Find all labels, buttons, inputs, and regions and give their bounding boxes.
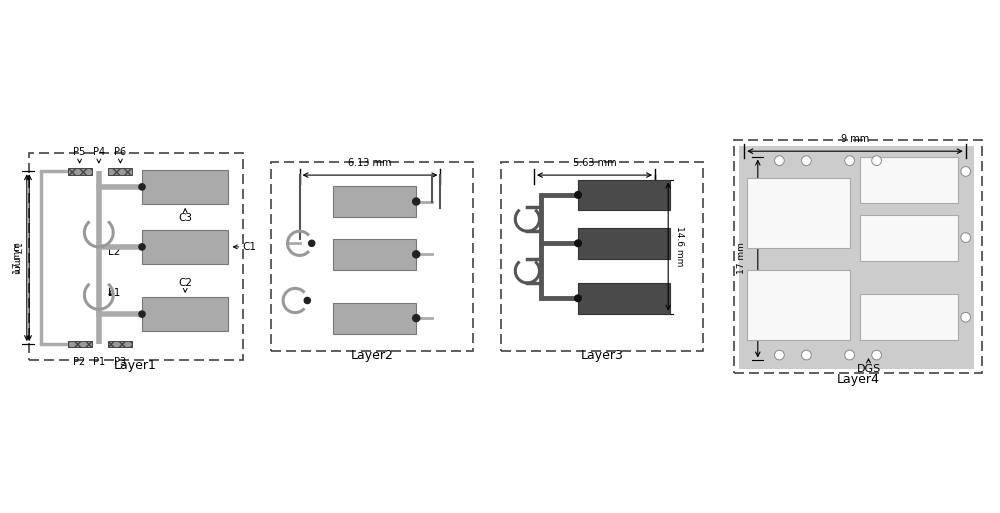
Text: Layer4: Layer4 [836,373,879,386]
Circle shape [413,314,420,322]
Bar [333,239,416,270]
Circle shape [845,156,854,166]
Circle shape [845,350,854,360]
Text: P4: P4 [93,147,105,157]
Circle shape [575,295,581,302]
Text: P6: P6 [114,147,126,157]
Text: 5.63 mm: 5.63 mm [573,159,616,168]
Text: C1: C1 [243,242,257,252]
Circle shape [309,240,315,246]
Bar [271,162,473,351]
Bar [142,230,228,264]
Text: P1: P1 [93,357,105,367]
Bar [29,153,243,360]
Text: Layer2: Layer2 [351,349,394,362]
Bar [747,178,850,248]
Text: 14.6 mm: 14.6 mm [675,226,684,267]
Text: Layer3: Layer3 [581,349,624,362]
Circle shape [413,251,420,258]
Circle shape [961,167,971,176]
Circle shape [139,244,145,250]
Text: C3: C3 [178,213,192,223]
Circle shape [802,156,811,166]
Bar [142,170,228,204]
Circle shape [304,298,310,304]
Text: DGS: DGS [856,365,881,374]
Circle shape [139,311,145,317]
Circle shape [961,233,971,243]
Bar [68,341,92,347]
Bar [68,168,92,174]
Text: P2: P2 [73,357,86,367]
Text: P5: P5 [73,147,86,157]
Text: P3: P3 [114,357,126,367]
Bar [734,141,982,372]
Text: 17 mm: 17 mm [13,242,22,273]
Bar [333,186,416,217]
Text: 17 mm: 17 mm [12,242,21,273]
Text: 9 mm: 9 mm [841,134,869,145]
Circle shape [872,156,881,166]
Text: Layer1: Layer1 [113,359,156,372]
Text: L1: L1 [108,287,121,298]
Bar [578,228,670,259]
Text: 17 mm: 17 mm [737,243,746,274]
Bar [860,156,958,203]
Circle shape [961,312,971,322]
Bar [578,283,670,314]
Bar [747,270,850,340]
Bar [333,303,416,333]
Text: 6.13 mm: 6.13 mm [348,159,392,168]
Bar [860,214,958,261]
Circle shape [802,350,811,360]
Circle shape [575,191,581,198]
Circle shape [413,198,420,205]
Bar [142,298,228,331]
Circle shape [139,184,145,190]
Text: L2: L2 [108,247,121,257]
Bar [739,146,974,368]
Circle shape [775,156,784,166]
Text: C2: C2 [178,278,192,288]
Bar [108,168,132,174]
Bar [108,341,132,347]
Circle shape [575,240,581,247]
Bar [501,162,703,351]
Circle shape [872,350,881,360]
Circle shape [775,350,784,360]
Bar [578,180,670,210]
Bar [860,294,958,340]
